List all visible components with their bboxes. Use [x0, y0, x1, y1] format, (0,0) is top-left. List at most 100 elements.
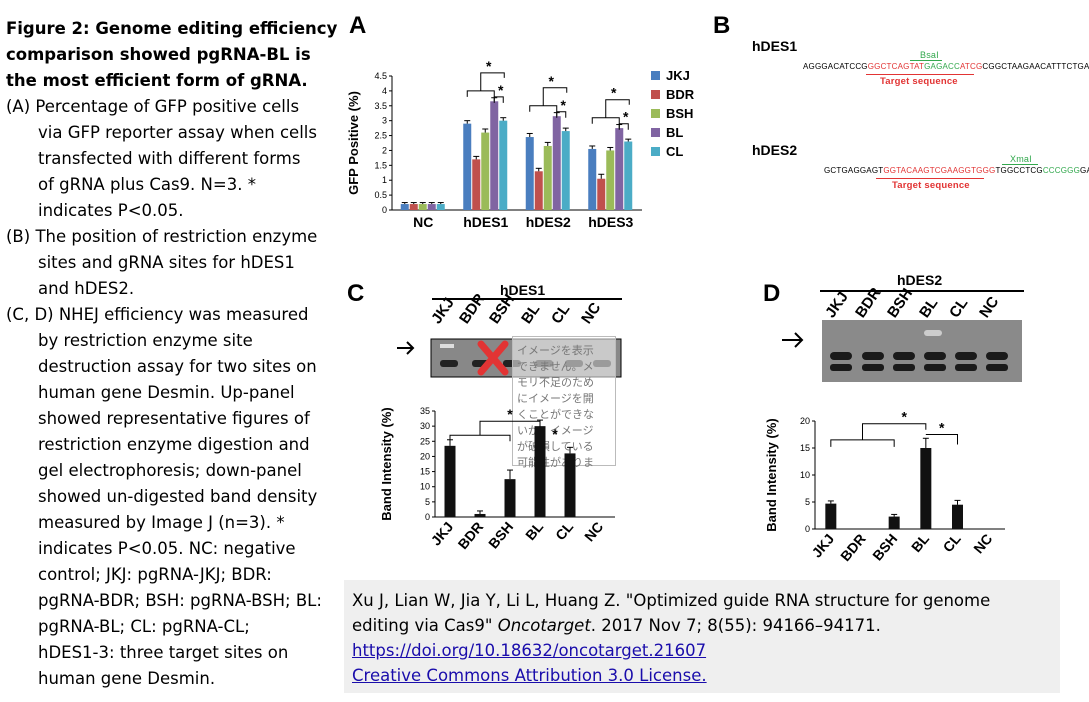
placeholder-line: イメージを表示: [517, 345, 594, 357]
bar: [499, 120, 508, 210]
seq-part: AGGGACATCCG: [803, 62, 868, 71]
significance-bracket: [493, 96, 504, 103]
gel-bands: [830, 330, 1008, 371]
x-tick-label: hDES3: [588, 214, 633, 230]
y-tick-label: 0: [425, 512, 430, 522]
y-tick-label: 3: [382, 116, 387, 126]
caption-line: human gene Desmin.: [38, 669, 216, 688]
citation-details: . 2017 Nov 7; 8(55): 94166–94171.: [590, 616, 881, 635]
gel-image: [822, 320, 1022, 382]
legend-label: CL: [666, 144, 684, 159]
hdes2-target-label: Target sequence: [892, 180, 970, 191]
gel-band: [830, 364, 852, 371]
significance-star: *: [623, 109, 629, 125]
bar: [472, 159, 481, 210]
caption-line: human gene Desmin. Up-panel: [38, 383, 295, 402]
x-tick-label: NC: [581, 519, 606, 545]
caption-title-line: the most efficient form of gRNA.: [6, 71, 308, 90]
caption-line: by restriction enzyme site: [38, 331, 253, 350]
legend-swatch: [651, 71, 660, 80]
caption-item-a: (A) Percentage of GFP positive cells via…: [6, 94, 341, 224]
bar: [920, 448, 932, 529]
caption-item-label: (C, D): [6, 305, 54, 324]
y-tick-label: 10: [800, 470, 810, 480]
license-link[interactable]: Creative Commons Attribution 3.0 License…: [352, 666, 707, 685]
legend-item: BL: [651, 123, 694, 142]
y-tick-label: 3.5: [374, 101, 387, 111]
significance-bracket: [830, 423, 927, 447]
x-tick-label: NC: [413, 214, 433, 230]
caption-item-b: (B) The position of restriction enzyme s…: [6, 224, 341, 302]
panel-d-chart: 0 5 10 15 20 Band Intensity (%) JKJ BDR BSH BL CL N…: [764, 409, 1005, 564]
seq-site: GAGACC: [924, 62, 960, 71]
seq-part: GCTGAGGAGT: [824, 166, 884, 175]
significance-bracket: [591, 99, 630, 124]
gel-band: [862, 364, 884, 371]
y-tick-label: 2.5: [374, 131, 387, 141]
significance-star: *: [939, 420, 945, 436]
bar: [597, 178, 606, 210]
legend-item: BSH: [651, 104, 694, 123]
caption-line: of gRNA plus Cas9. N=3. *: [38, 175, 256, 194]
gel-band: [862, 352, 884, 360]
bar: [409, 204, 418, 210]
chart-a-group: 0 0.5 1 1.5 2 2.5 3 3.5 4 4.5 GFP Positive (%) NC hD…: [346, 58, 642, 230]
caption-line: restriction enzyme digestion and: [38, 435, 310, 454]
lane-label: JKJ: [822, 288, 852, 321]
caption-line: pgRNA-BL; CL: pgRNA-CL;: [38, 617, 250, 636]
placeholder-line: くことができな: [517, 409, 594, 421]
bar: [952, 504, 963, 529]
caption-line: Percentage of GFP positive cells: [35, 97, 300, 116]
panel-a-chart: 0 0.5 1 1.5 2 2.5 3 3.5 4 4.5 GFP Positive (%) NC hD…: [346, 58, 642, 230]
xmai-overline: [1002, 164, 1038, 165]
caption-line: via GFP reporter assay when cells: [38, 123, 317, 142]
seq-site: CCCGGG: [1042, 166, 1081, 175]
hdes1-target-label: Target sequence: [880, 76, 958, 87]
seq-part: GACTGGC: [1080, 166, 1089, 175]
y-tick-label: 25: [420, 436, 430, 446]
significance-star: *: [507, 406, 513, 422]
hdes1-label: hDES1: [752, 38, 798, 54]
hdes2-label: hDES2: [752, 142, 798, 158]
panel-d-gene-line: [820, 290, 1024, 292]
caption-line: gel electrophoresis; down-panel: [38, 461, 302, 480]
panel-d-gel: [782, 320, 1022, 382]
caption-line: showed representative figures of: [38, 409, 310, 428]
gel-band: [440, 360, 458, 367]
caption-line: sites and gRNA sites for hDES1: [38, 253, 295, 272]
figure-caption: Figure 2: Genome editing efficiency comp…: [6, 16, 341, 692]
significance-star: *: [498, 82, 504, 98]
y-tick-label: 0: [805, 524, 810, 534]
significance-star: *: [549, 73, 555, 89]
y-tick-label: 5: [425, 497, 430, 507]
gel-band: [440, 344, 454, 348]
caption-line: indicates P<0.05.: [38, 201, 184, 220]
band-arrow-icon: [397, 341, 415, 355]
x-tick-label: JKJ: [808, 531, 837, 561]
bar: [504, 479, 516, 517]
caption-line: hDES1-3: three target sites on: [38, 643, 289, 662]
panel-label-b: B: [713, 12, 731, 39]
y-tick-label: 1.5: [374, 160, 387, 170]
x-tick-label: hDES1: [463, 214, 508, 230]
y-tick-label: 35: [420, 406, 430, 416]
x-tick-label: CL: [552, 518, 577, 543]
bar: [534, 171, 543, 210]
bar: [400, 204, 409, 210]
seq-target: GGCTCAGTAT: [867, 62, 925, 71]
significance-star: *: [552, 426, 558, 442]
y-tick-label: 1: [382, 175, 387, 185]
doi-link[interactable]: https://doi.org/10.18632/oncotarget.2160…: [352, 641, 707, 660]
legend-item: CL: [651, 142, 694, 161]
hdes1-target-underline: [866, 74, 974, 75]
x-tick-label: hDES2: [526, 214, 571, 230]
caption-line: measured by Image J (n=3). *: [38, 513, 285, 532]
significance-bracket: [618, 123, 629, 130]
x-tick-label: BL: [908, 530, 933, 555]
hdes2-sequence: GCTGAGGAGTGGTACAAGTCGAAGGTGGGTGGCCTCGCCC…: [824, 166, 1089, 175]
placeholder-line: にイメージを開: [517, 393, 594, 405]
x-tick-label: NC: [970, 531, 995, 557]
caption-line: and hDES2.: [38, 279, 135, 298]
legend-item: BDR: [651, 85, 694, 104]
bar: [525, 137, 534, 210]
